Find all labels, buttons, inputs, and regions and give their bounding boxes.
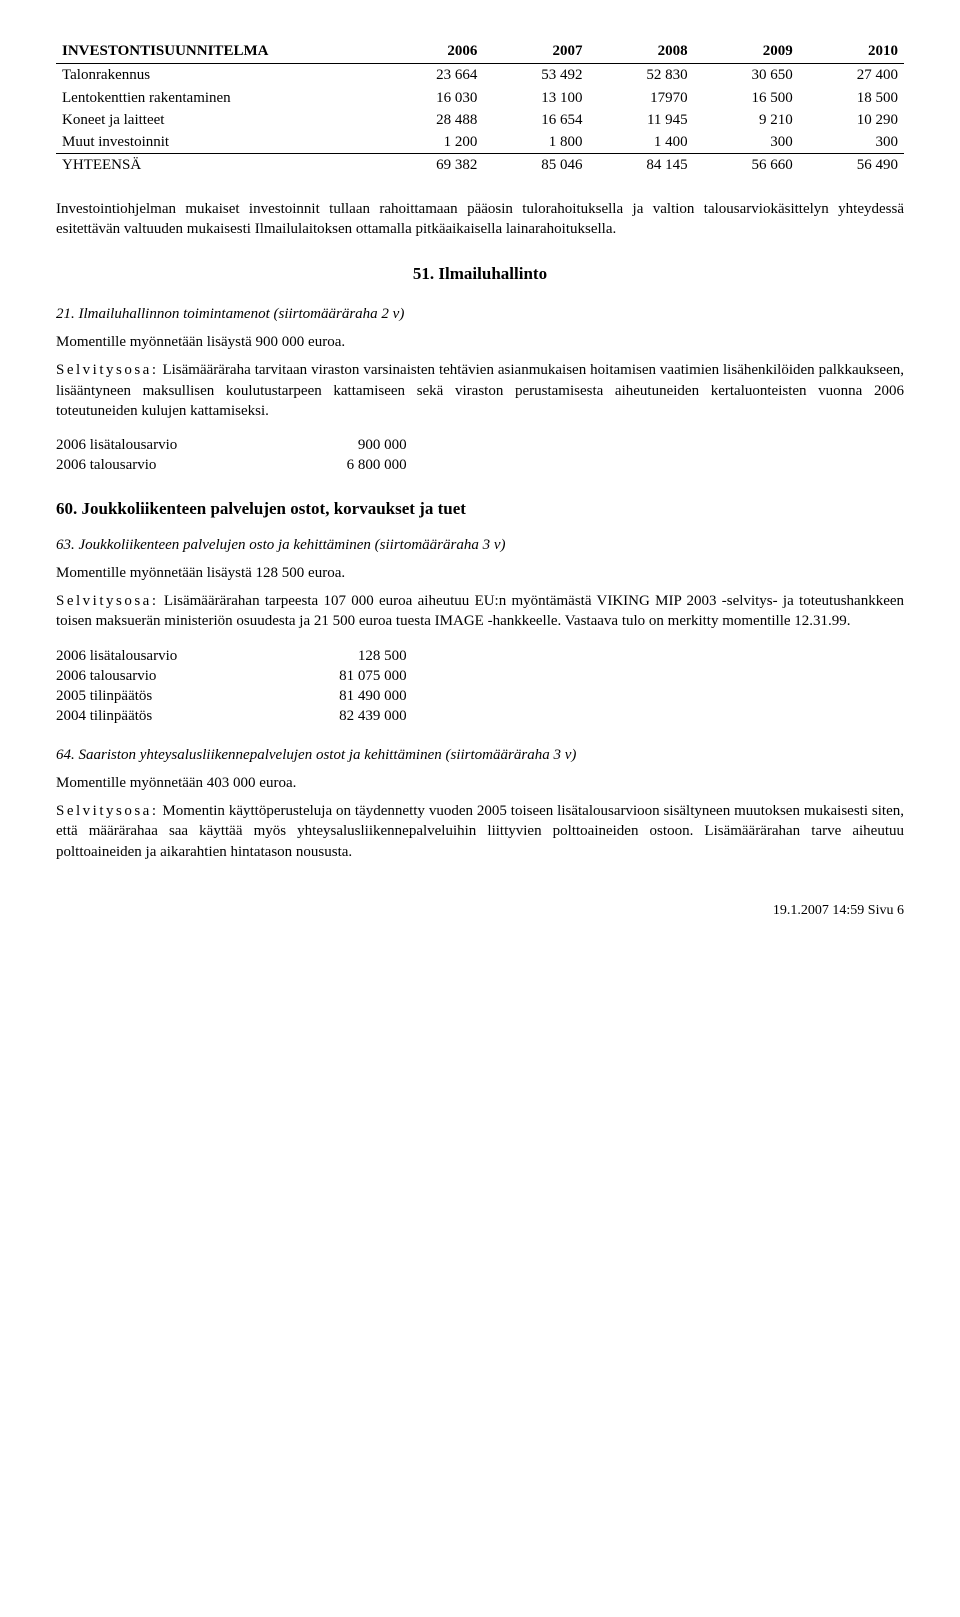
budget-cell: 2006 talousarvio xyxy=(56,455,189,475)
col-header: 2008 xyxy=(589,40,694,64)
table-cell: 1 800 xyxy=(483,131,588,154)
selvitysosa-label: Selvitysosa: xyxy=(56,803,159,819)
col-header: INVESTONTISUUNNITELMA xyxy=(56,40,378,64)
col-header: 2006 xyxy=(378,40,483,64)
table-cell: Muut investoinnit xyxy=(56,131,378,154)
col-header: 2007 xyxy=(483,40,588,64)
budget-row: 2006 lisätalousarvio900 000 xyxy=(56,435,407,455)
budget-cell: 128 500 xyxy=(189,646,406,666)
table-cell: 10 290 xyxy=(799,109,904,131)
table-cell: Talonrakennus xyxy=(56,64,378,87)
table-cell: 13 100 xyxy=(483,87,588,109)
table-cell: 1 200 xyxy=(378,131,483,154)
table-cell: 300 xyxy=(799,131,904,154)
budget-cell: 81 075 000 xyxy=(189,666,406,686)
budget-cell: 81 490 000 xyxy=(189,686,406,706)
item-64-body: Selvitysosa: Momentin käyttöperusteluja … xyxy=(56,801,904,862)
item-63-heading: 63. Joukkoliikenteen palvelujen osto ja … xyxy=(56,535,904,555)
budget-cell: 2006 lisätalousarvio xyxy=(56,435,189,455)
col-header: 2010 xyxy=(799,40,904,64)
item-63-body: Selvitysosa: Lisämäärärahan tarpeesta 10… xyxy=(56,591,904,632)
table-cell: Lentokenttien rakentaminen xyxy=(56,87,378,109)
table-cell: 28 488 xyxy=(378,109,483,131)
table-cell: 30 650 xyxy=(694,64,799,87)
table-cell: 23 664 xyxy=(378,64,483,87)
budget-cell: 6 800 000 xyxy=(189,455,406,475)
budget-cell: 2006 talousarvio xyxy=(56,666,189,686)
item-63-moment: Momentille myönnetään lisäystä 128 500 e… xyxy=(56,563,904,583)
investment-plan-table: INVESTONTISUUNNITELMA 2006 2007 2008 200… xyxy=(56,40,904,177)
table-cell: 11 945 xyxy=(589,109,694,131)
budget-row: 2004 tilinpäätös82 439 000 xyxy=(56,706,407,726)
budget-cell: 82 439 000 xyxy=(189,706,406,726)
table-cell: 1 400 xyxy=(589,131,694,154)
page-footer: 19.1.2007 14:59 Sivu 6 xyxy=(56,902,904,921)
table-cell: Koneet ja laitteet xyxy=(56,109,378,131)
budget-table-21: 2006 lisätalousarvio900 0002006 talousar… xyxy=(56,435,407,476)
budget-row: 2005 tilinpäätös81 490 000 xyxy=(56,686,407,706)
table-cell: 17970 xyxy=(589,87,694,109)
table-cell: 27 400 xyxy=(799,64,904,87)
item-64-heading: 64. Saariston yhteysalusliikennepalveluj… xyxy=(56,745,904,765)
budget-row: 2006 talousarvio6 800 000 xyxy=(56,455,407,475)
table-row: Lentokenttien rakentaminen16 03013 10017… xyxy=(56,87,904,109)
table-cell: 300 xyxy=(694,131,799,154)
table-total-row: YHTEENSÄ69 38285 04684 14556 66056 490 xyxy=(56,154,904,177)
item-21-moment: Momentille myönnetään lisäystä 900 000 e… xyxy=(56,332,904,352)
table-cell: YHTEENSÄ xyxy=(56,154,378,177)
table-cell: 69 382 xyxy=(378,154,483,177)
item-64-moment: Momentille myönnetään 403 000 euroa. xyxy=(56,773,904,793)
budget-row: 2006 talousarvio81 075 000 xyxy=(56,666,407,686)
item-21-body: Selvitysosa: Lisämääräraha tarvitaan vir… xyxy=(56,360,904,421)
table-cell: 16 654 xyxy=(483,109,588,131)
table-cell: 9 210 xyxy=(694,109,799,131)
budget-cell: 2005 tilinpäätös xyxy=(56,686,189,706)
budget-table-63: 2006 lisätalousarvio128 5002006 talousar… xyxy=(56,646,407,727)
col-header: 2009 xyxy=(694,40,799,64)
budget-cell: 900 000 xyxy=(189,435,406,455)
item-21-heading: 21. Ilmailuhallinnon toimintamenot (siir… xyxy=(56,304,904,324)
table-cell: 53 492 xyxy=(483,64,588,87)
selvitysosa-label: Selvitysosa: xyxy=(56,593,159,609)
table-cell: 18 500 xyxy=(799,87,904,109)
budget-cell: 2006 lisätalousarvio xyxy=(56,646,189,666)
table-cell: 56 490 xyxy=(799,154,904,177)
section-heading-51: 51. Ilmailuhallinto xyxy=(56,263,904,286)
table-cell: 16 500 xyxy=(694,87,799,109)
section-heading-60: 60. Joukkoliikenteen palvelujen ostot, k… xyxy=(56,498,904,521)
table-cell: 52 830 xyxy=(589,64,694,87)
selvitysosa-label: Selvitysosa: xyxy=(56,362,159,378)
table-cell: 85 046 xyxy=(483,154,588,177)
table-row: Talonrakennus23 66453 49252 83030 65027 … xyxy=(56,64,904,87)
table-cell: 56 660 xyxy=(694,154,799,177)
budget-row: 2006 lisätalousarvio128 500 xyxy=(56,646,407,666)
paragraph: Investointiohjelman mukaiset investoinni… xyxy=(56,199,904,240)
table-row: Koneet ja laitteet28 48816 65411 9459 21… xyxy=(56,109,904,131)
budget-cell: 2004 tilinpäätös xyxy=(56,706,189,726)
table-cell: 84 145 xyxy=(589,154,694,177)
table-cell: 16 030 xyxy=(378,87,483,109)
table-row: Muut investoinnit1 2001 8001 400300300 xyxy=(56,131,904,154)
